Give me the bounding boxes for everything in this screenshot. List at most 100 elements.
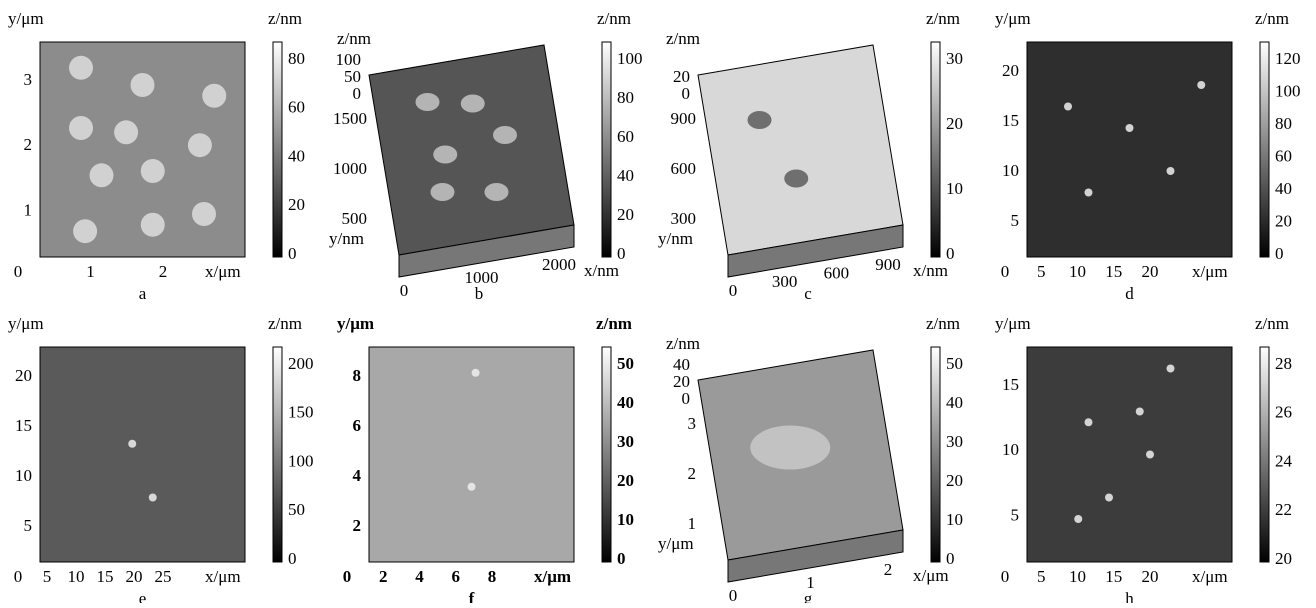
figure: y/μm123012x/μmz/nm020406080az/nm050100y/… bbox=[0, 0, 1316, 603]
surface-feature bbox=[202, 84, 226, 108]
x-tick-label: 15 bbox=[1105, 567, 1122, 586]
x-tick-label: 0 bbox=[14, 567, 23, 586]
surface-feature bbox=[750, 426, 830, 470]
x-tick-label: 20 bbox=[126, 567, 143, 586]
y-tick-label: 500 bbox=[342, 209, 368, 228]
x-tick-label: 5 bbox=[43, 567, 52, 586]
z-tick-label: 0 bbox=[682, 84, 691, 103]
x-axis-label: x/μm bbox=[534, 567, 571, 586]
x-tick-label: 15 bbox=[97, 567, 114, 586]
colorbar-tick-label: 0 bbox=[617, 244, 626, 263]
surface-feature bbox=[433, 146, 457, 164]
colorbar-tick-label: 60 bbox=[617, 127, 634, 146]
surface-feature bbox=[1167, 167, 1175, 175]
x-tick-label: 8 bbox=[488, 567, 497, 586]
colorbar bbox=[931, 42, 940, 257]
colorbar-tick-label: 50 bbox=[288, 500, 305, 519]
colorbar-tick-label: 0 bbox=[946, 244, 955, 263]
panel: y/μm5101505101520x/μmz/nm2022242628h bbox=[995, 314, 1293, 603]
colorbar-tick-label: 0 bbox=[288, 549, 297, 568]
surface-feature bbox=[1146, 451, 1154, 459]
x-tick-label: 10 bbox=[68, 567, 85, 586]
y-tick-label: 900 bbox=[671, 109, 697, 128]
y-tick-label: 10 bbox=[15, 466, 32, 485]
colorbar bbox=[1260, 42, 1269, 257]
surface-feature bbox=[141, 213, 165, 237]
panel-caption: b bbox=[475, 284, 484, 303]
x-tick-label: 0 bbox=[1001, 262, 1010, 281]
surface-feature bbox=[493, 126, 517, 144]
panel-caption: c bbox=[804, 284, 812, 303]
colorbar-tick-label: 22 bbox=[1275, 500, 1292, 519]
z-tick-label: 40 bbox=[673, 355, 690, 374]
colorbar-tick-label: 60 bbox=[1275, 146, 1292, 165]
surface-feature bbox=[69, 56, 93, 80]
surface-feature bbox=[141, 159, 165, 183]
colorbar-label: z/nm bbox=[268, 9, 302, 28]
colorbar bbox=[273, 42, 282, 257]
panel-caption: h bbox=[1125, 589, 1134, 603]
colorbar-label: z/nm bbox=[596, 314, 632, 333]
x-tick-label: 5 bbox=[1037, 262, 1046, 281]
y-tick-label: 3 bbox=[24, 70, 33, 89]
panel-caption: e bbox=[139, 589, 147, 603]
colorbar-tick-label: 20 bbox=[1275, 211, 1292, 230]
y-tick-label: 4 bbox=[353, 466, 362, 485]
surface-feature bbox=[1136, 408, 1144, 416]
colorbar-tick-label: 28 bbox=[1275, 354, 1292, 373]
y-tick-label: 600 bbox=[671, 159, 697, 178]
x-axis-label: x/μm bbox=[913, 566, 949, 585]
colorbar-tick-label: 20 bbox=[946, 471, 963, 490]
colorbar-tick-label: 50 bbox=[617, 354, 634, 373]
surface-3d bbox=[369, 45, 574, 255]
x-tick-label: 2 bbox=[159, 262, 168, 281]
colorbar-tick-label: 40 bbox=[617, 393, 634, 412]
panel: z/nm02040y/μm123012x/μmz/nm01020304050g bbox=[658, 314, 963, 603]
colorbar-tick-label: 30 bbox=[617, 432, 634, 451]
colorbar-tick-label: 200 bbox=[288, 354, 314, 373]
z-axis-label: z/nm bbox=[666, 334, 700, 353]
x-tick-label: 10 bbox=[1069, 567, 1086, 586]
colorbar-tick-label: 30 bbox=[946, 49, 963, 68]
colorbar-tick-label: 0 bbox=[288, 244, 297, 263]
afm-image bbox=[1027, 42, 1232, 257]
colorbar-tick-label: 40 bbox=[288, 146, 305, 165]
x-tick-label: 0 bbox=[729, 586, 738, 603]
colorbar-tick-label: 20 bbox=[1275, 549, 1292, 568]
y-tick-label: 15 bbox=[1002, 111, 1019, 130]
x-tick-label: 4 bbox=[415, 567, 424, 586]
colorbar-tick-label: 100 bbox=[1275, 81, 1301, 100]
colorbar-label: z/nm bbox=[597, 9, 631, 28]
y-tick-label: 20 bbox=[15, 366, 32, 385]
y-tick-label: 1000 bbox=[333, 159, 367, 178]
y-tick-label: 6 bbox=[353, 416, 362, 435]
y-tick-label: 20 bbox=[1002, 61, 1019, 80]
surface-feature bbox=[1085, 189, 1093, 197]
y-axis-label: y/μm bbox=[995, 9, 1031, 28]
x-tick-label: 0 bbox=[1001, 567, 1010, 586]
surface-feature bbox=[192, 202, 216, 226]
surface-feature bbox=[1085, 418, 1093, 426]
y-tick-label: 5 bbox=[1011, 211, 1020, 230]
x-axis-label: x/μm bbox=[205, 567, 241, 586]
colorbar-label: z/nm bbox=[1255, 314, 1289, 333]
y-tick-label: 2 bbox=[353, 516, 362, 535]
z-tick-label: 0 bbox=[353, 84, 362, 103]
x-tick-label: 0 bbox=[343, 567, 352, 586]
surface-feature bbox=[69, 116, 93, 140]
panel-caption: g bbox=[804, 589, 813, 603]
surface-feature bbox=[431, 183, 455, 201]
x-tick-label: 20 bbox=[1142, 567, 1159, 586]
surface-feature bbox=[1126, 124, 1134, 132]
surface-feature bbox=[188, 133, 212, 157]
y-axis-label: y/μm bbox=[337, 314, 374, 333]
x-tick-label: 10 bbox=[1069, 262, 1086, 281]
z-axis-label: z/nm bbox=[337, 29, 371, 48]
surface-feature bbox=[485, 183, 509, 201]
z-tick-label: 50 bbox=[344, 67, 361, 86]
colorbar-tick-label: 0 bbox=[617, 549, 626, 568]
colorbar-label: z/nm bbox=[926, 314, 960, 333]
z-tick-label: 20 bbox=[673, 67, 690, 86]
x-tick-label: 6 bbox=[452, 567, 461, 586]
x-axis-label: x/μm bbox=[1192, 567, 1228, 586]
